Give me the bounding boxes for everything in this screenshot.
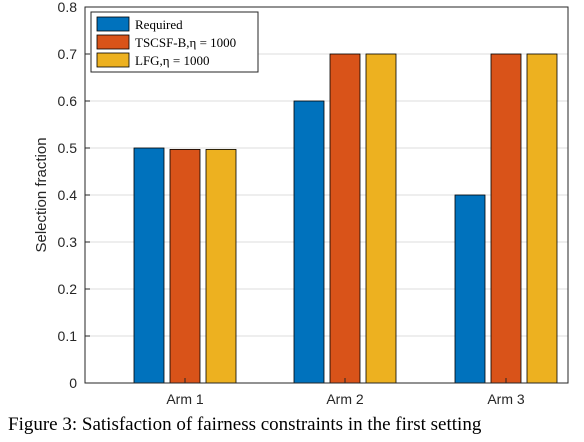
bar [133,147,165,384]
legend-label: Required [135,17,183,32]
y-axis-label: Selection fraction [33,137,50,252]
legend-swatch [96,52,130,68]
y-axis-ticks: 0 0.1 0.2 0.3 0.4 0.5 0.6 0.7 0.8 [58,0,90,391]
x-tick-label: Arm 2 [326,391,364,407]
legend: Required TSCSF-B,η = 1000 LFG,η = 1000 [90,11,259,73]
bar [205,149,237,384]
x-tick-label: Arm 1 [166,391,204,407]
y-tick-label: 0.2 [58,281,78,297]
bar [293,100,325,384]
bar [169,149,201,384]
legend-label: TSCSF-B,η = 1000 [135,35,236,50]
x-axis-ticks: Arm 1 Arm 2 Arm 3 [166,378,525,407]
y-tick-label: 0.8 [58,0,78,15]
y-tick-label: 0.1 [58,328,78,344]
y-tick-label: 0.5 [58,140,78,156]
bars [133,53,558,384]
y-tick-label: 0.4 [58,187,78,203]
legend-swatch [96,16,130,32]
figure-caption: Figure 3: Satisfaction of fairness const… [8,414,482,435]
legend-label: LFG,η = 1000 [135,53,209,68]
legend-swatch [96,34,130,50]
y-tick-label: 0 [69,375,77,391]
bar [365,53,397,384]
bar [454,194,486,384]
y-tick-label: 0.3 [58,234,78,250]
bar [526,53,558,384]
y-tick-label: 0.7 [58,46,78,62]
y-tick-label: 0.6 [58,93,78,109]
bar [329,53,361,384]
bar-chart: 00.10.20.30.40.50.60.70.8 Arm 1 Arm 2 Arm … [33,0,569,407]
x-tick-label: Arm 3 [487,391,525,407]
bar [490,53,522,384]
